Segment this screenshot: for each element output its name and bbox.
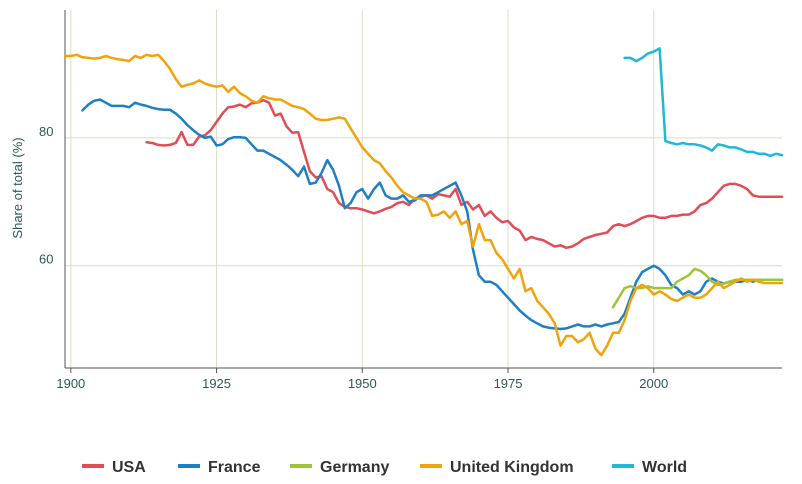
- series-line-united-kingdom: [63, 53, 784, 357]
- series-line-world: [623, 47, 784, 158]
- series-line-france: [81, 98, 784, 331]
- y-axis-label: Share of total (%): [10, 137, 25, 238]
- legend-item-united-kingdom: United Kingdom: [420, 459, 574, 476]
- legend-label: France: [208, 459, 261, 476]
- tick-labels: 1900 1925 1950 1975 2000 60 80: [39, 124, 668, 391]
- legend-item-germany: Germany: [290, 459, 389, 476]
- grid: [65, 10, 782, 368]
- legend-label: United Kingdom: [450, 459, 574, 476]
- legend-item-france: France: [178, 459, 261, 476]
- series-lines: [63, 47, 784, 357]
- legend-label: Germany: [320, 459, 389, 476]
- axes: [64, 10, 782, 373]
- legend-item-usa: USA: [82, 459, 146, 476]
- x-tick-label: 1950: [348, 376, 377, 391]
- legend-label: World: [642, 459, 687, 476]
- legend-item-world: World: [612, 459, 687, 476]
- x-tick-label: 2000: [639, 376, 668, 391]
- series-line-usa: [145, 98, 784, 250]
- legend: USA France Germany United Kingdom World: [82, 459, 687, 476]
- y-tick-label: 80: [39, 124, 53, 139]
- legend-label: USA: [112, 459, 146, 476]
- x-tick-label: 1925: [202, 376, 231, 391]
- y-tick-label: 60: [39, 252, 53, 267]
- x-tick-label: 1900: [56, 376, 85, 391]
- x-tick-label: 1975: [494, 376, 523, 391]
